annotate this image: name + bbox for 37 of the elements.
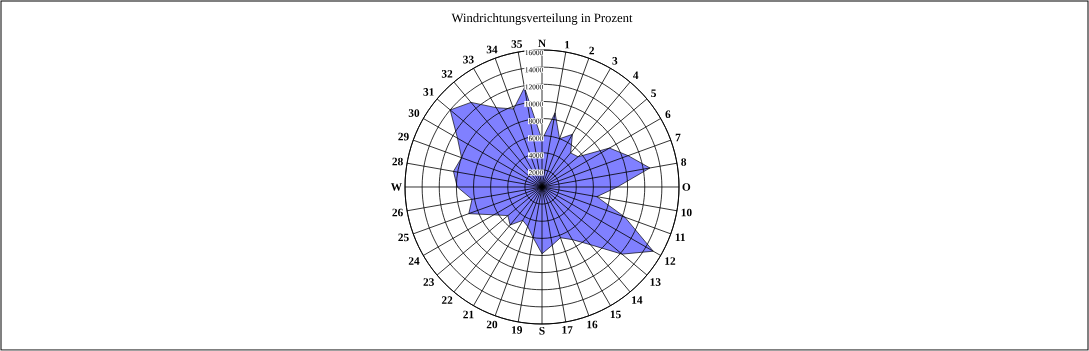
spoke-label: 15 bbox=[610, 310, 621, 319]
spoke-label: 32 bbox=[441, 70, 453, 78]
spoke-label: 3 bbox=[612, 56, 618, 65]
spoke-label: 29 bbox=[398, 132, 409, 141]
spoke-label: 2 bbox=[589, 46, 595, 55]
spoke-label: 8 bbox=[681, 158, 687, 166]
spoke-label: 35 bbox=[511, 40, 523, 48]
spoke-label: 7 bbox=[675, 133, 681, 142]
spoke-label: 1 bbox=[565, 40, 570, 49]
spoke-label: 5 bbox=[651, 89, 657, 98]
spoke-label: 14 bbox=[632, 296, 643, 304]
spoke-label: 34 bbox=[486, 45, 498, 54]
spoke-label: 4 bbox=[633, 71, 639, 80]
spoke-label: O bbox=[682, 183, 691, 191]
spoke-label: S bbox=[539, 326, 545, 335]
spoke-label: 21 bbox=[463, 310, 474, 319]
spoke-label: 26 bbox=[392, 208, 403, 217]
spoke-label: 25 bbox=[398, 233, 409, 242]
spoke-label: 6 bbox=[665, 110, 671, 119]
spoke-label: 11 bbox=[675, 233, 685, 242]
spoke-label: 23 bbox=[423, 278, 434, 286]
spoke-label: 20 bbox=[486, 320, 498, 329]
spoke-label: 24 bbox=[408, 257, 420, 265]
spoke-label: 16 bbox=[587, 320, 598, 329]
spoke-label: 30 bbox=[408, 109, 420, 117]
spoke-label: 31 bbox=[423, 88, 434, 96]
spoke-label: N bbox=[538, 39, 546, 48]
spoke-label: 13 bbox=[650, 278, 661, 286]
chart-title: Windrichtungsverteilung in Prozent bbox=[451, 13, 633, 25]
spoke-label: 22 bbox=[441, 296, 453, 304]
spoke-label: W bbox=[390, 183, 402, 191]
spoke-label: 10 bbox=[681, 208, 692, 217]
spoke-label: 28 bbox=[392, 157, 403, 166]
spoke-label: 12 bbox=[665, 257, 676, 265]
spoke-label: 33 bbox=[463, 55, 474, 64]
spoke-label: 17 bbox=[562, 326, 573, 334]
spoke-label: 19 bbox=[512, 326, 523, 334]
